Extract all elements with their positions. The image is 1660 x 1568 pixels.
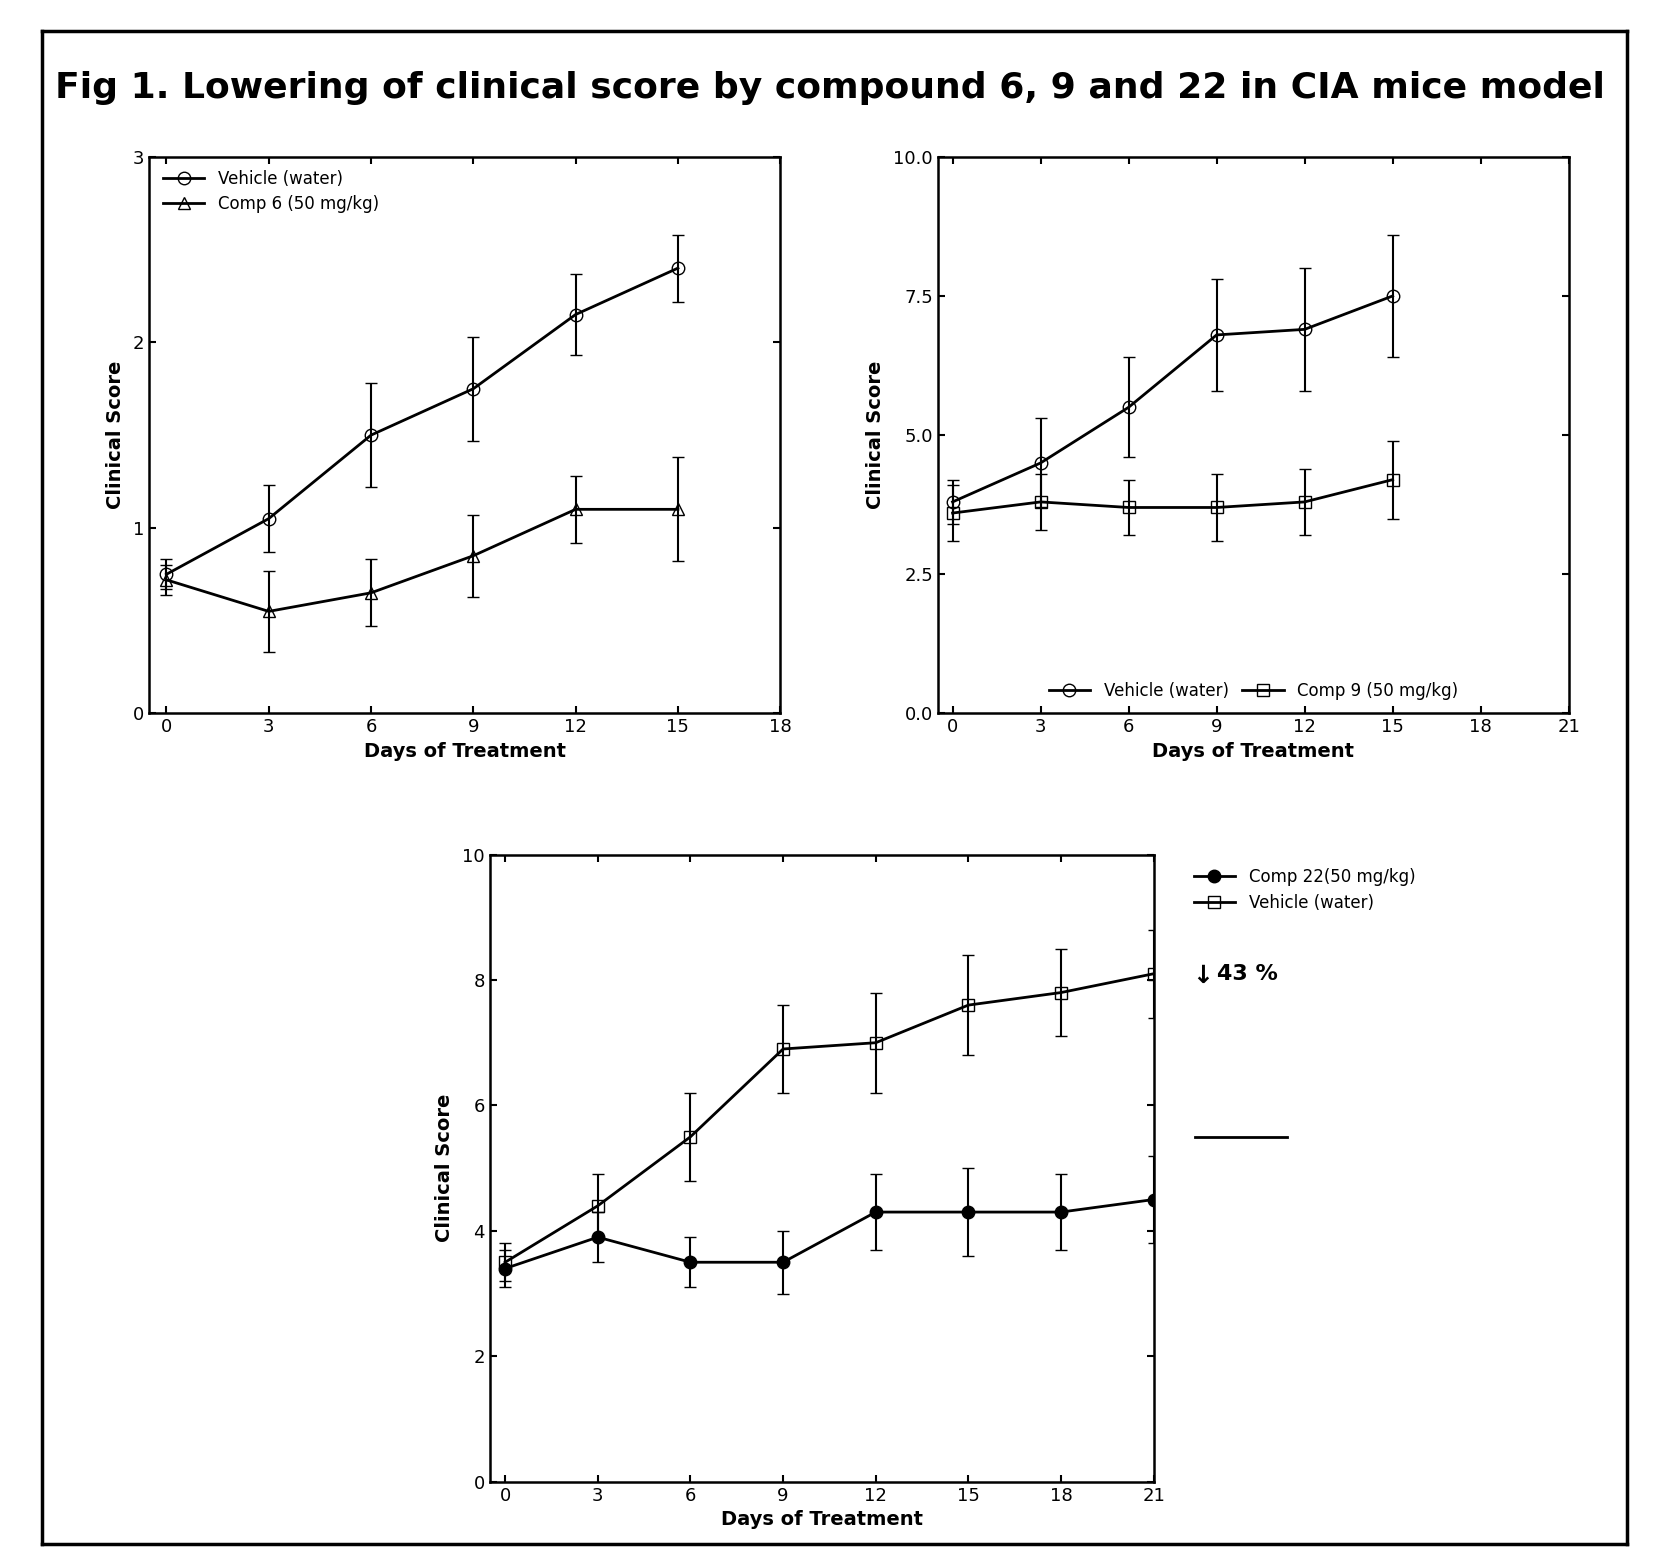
Y-axis label: Clinical Score: Clinical Score (867, 361, 885, 510)
X-axis label: Days of Treatment: Days of Treatment (720, 1510, 923, 1529)
Legend: Vehicle (water), Comp 9 (50 mg/kg): Vehicle (water), Comp 9 (50 mg/kg) (1044, 677, 1462, 706)
Y-axis label: Clinical Score: Clinical Score (435, 1094, 453, 1242)
Y-axis label: Clinical Score: Clinical Score (106, 361, 124, 510)
X-axis label: Days of Treatment: Days of Treatment (364, 742, 566, 760)
Text: 43 %: 43 % (1217, 964, 1278, 985)
Text: Fig 1. Lowering of clinical score by compound 6, 9 and 22 in CIA mice model: Fig 1. Lowering of clinical score by com… (55, 71, 1605, 105)
Legend: Comp 22(50 mg/kg), Vehicle (water): Comp 22(50 mg/kg), Vehicle (water) (1189, 862, 1421, 917)
Text: ↓: ↓ (1192, 964, 1213, 988)
X-axis label: Days of Treatment: Days of Treatment (1152, 742, 1355, 760)
Legend: Vehicle (water), Comp 6 (50 mg/kg): Vehicle (water), Comp 6 (50 mg/kg) (158, 165, 383, 218)
